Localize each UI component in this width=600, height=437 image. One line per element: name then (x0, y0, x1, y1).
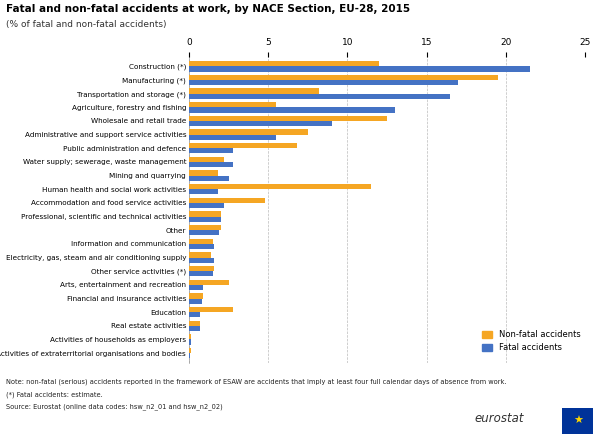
Bar (189, 280, 229, 285)
Bar (189, 184, 371, 189)
Bar (189, 244, 214, 249)
Bar (189, 203, 224, 208)
Bar (189, 239, 213, 244)
Bar (189, 75, 498, 80)
Bar (189, 170, 218, 176)
Bar (189, 321, 200, 326)
Bar (189, 176, 229, 181)
Bar (189, 198, 265, 203)
Text: eurostat: eurostat (474, 412, 523, 425)
Text: Note: non-fatal (serious) accidents reported in the framework of ESAW are accide: Note: non-fatal (serious) accidents repo… (6, 378, 506, 385)
Bar (189, 66, 530, 72)
Bar (189, 88, 319, 94)
Bar (189, 334, 191, 340)
Bar (189, 312, 200, 317)
Bar (189, 148, 233, 153)
Text: (% of fatal and non-fatal accidents): (% of fatal and non-fatal accidents) (6, 20, 167, 29)
Bar (189, 157, 224, 162)
Legend: Non-fatal accidents, Fatal accidents: Non-fatal accidents, Fatal accidents (482, 330, 581, 352)
Bar (189, 271, 213, 277)
Bar (189, 108, 395, 113)
Bar (189, 340, 191, 345)
Bar (189, 102, 276, 108)
Bar (189, 266, 214, 271)
Text: Source: Eurostat (online data codes: hsw_n2_01 and hsw_n2_02): Source: Eurostat (online data codes: hsw… (6, 403, 223, 409)
Bar (189, 257, 214, 263)
Text: Fatal and non-fatal accidents at work, by NACE Section, EU-28, 2015: Fatal and non-fatal accidents at work, b… (6, 4, 410, 14)
Bar (189, 61, 379, 66)
Text: (*) Fatal accidents: estimate.: (*) Fatal accidents: estimate. (6, 391, 103, 398)
Bar (189, 116, 387, 121)
Bar (189, 129, 308, 135)
Bar (189, 189, 218, 194)
Bar (189, 121, 332, 126)
Bar (189, 217, 221, 222)
Bar (189, 94, 451, 99)
Bar (189, 135, 276, 140)
Bar (189, 253, 211, 257)
Bar (189, 285, 203, 290)
Bar (189, 298, 202, 304)
Bar (189, 353, 190, 358)
Bar (189, 143, 297, 148)
Bar (189, 307, 233, 312)
Bar (189, 326, 200, 331)
Text: ★: ★ (573, 416, 583, 426)
Bar (189, 212, 221, 217)
Bar (189, 230, 219, 236)
Bar (189, 162, 233, 167)
Bar (189, 293, 203, 298)
Bar (189, 348, 191, 353)
Bar (189, 225, 221, 230)
Bar (189, 80, 458, 85)
